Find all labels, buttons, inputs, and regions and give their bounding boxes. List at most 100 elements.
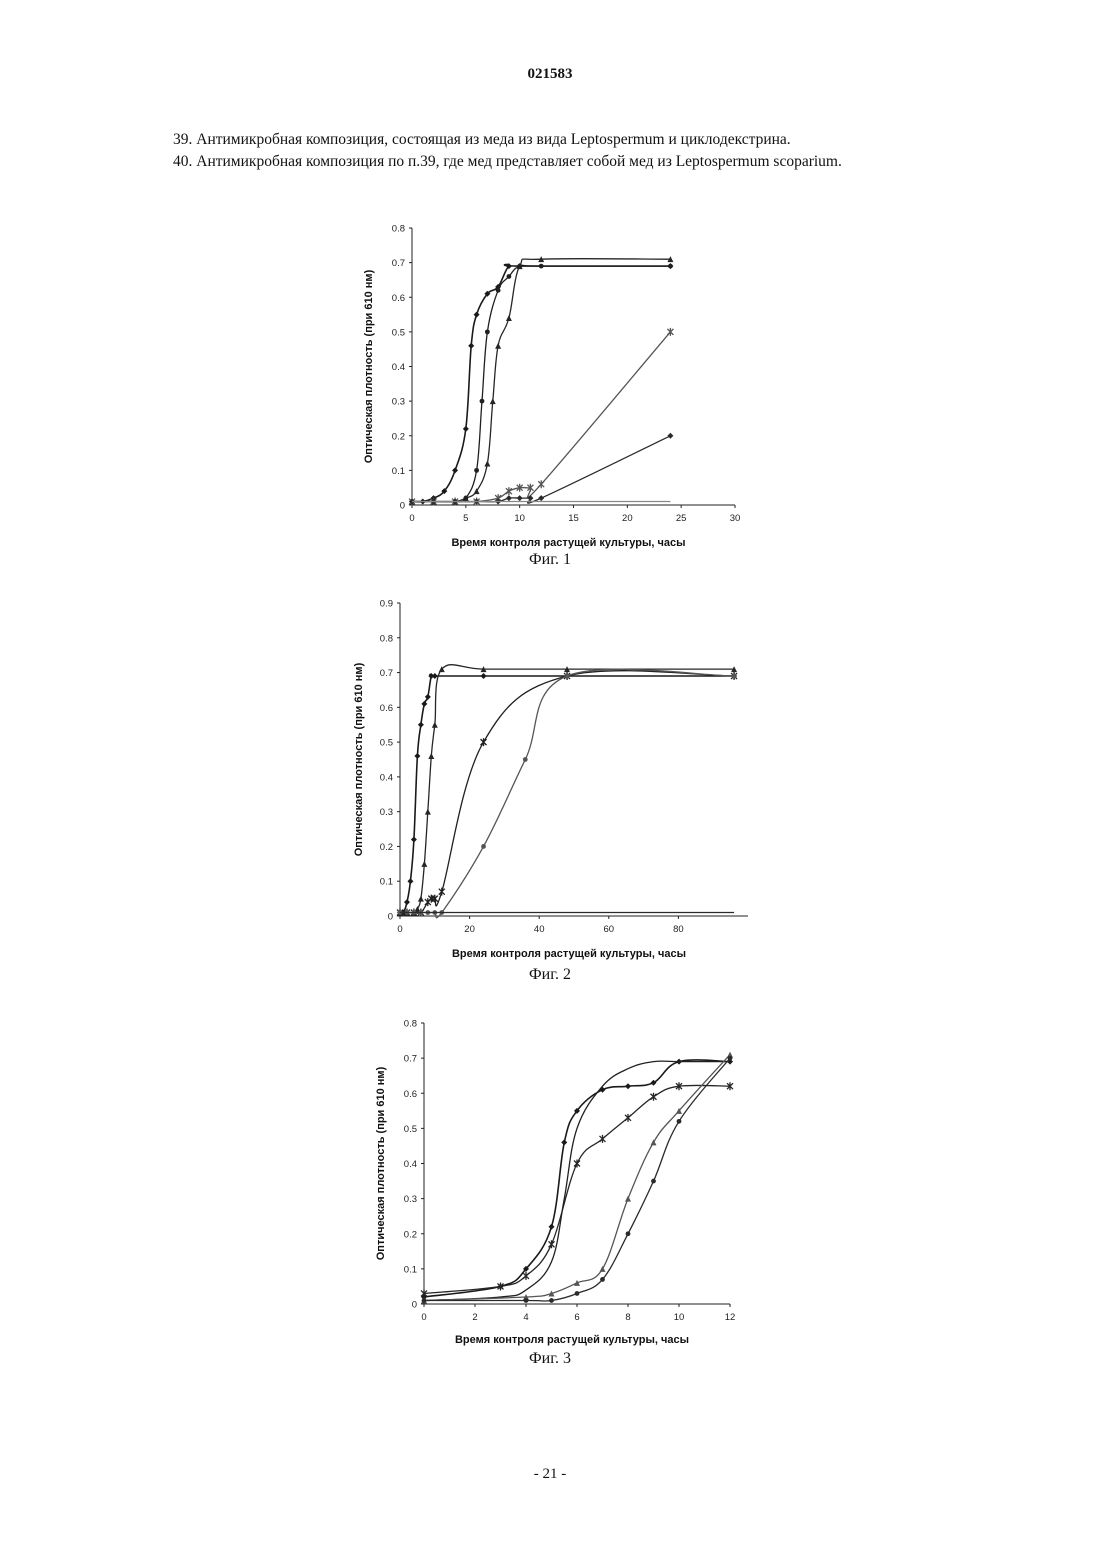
y-tick-label: 0.3 [392,397,405,408]
series-2 [421,1082,733,1297]
star-marker [523,1272,529,1280]
series-5 [409,433,673,505]
triangle-marker [418,896,424,902]
star-marker [411,909,417,917]
circle-marker [453,499,458,504]
diamond-marker [407,878,413,884]
star-marker [474,498,480,506]
triangle-marker [676,1108,682,1114]
circle-marker [549,1298,554,1303]
x-tick-label: 15 [568,513,579,524]
circle-marker [432,910,437,915]
series-line [424,1061,730,1300]
diamond-marker [452,467,458,473]
x-tick-label: 80 [673,924,684,935]
diamond-marker [432,673,438,679]
triangle-marker [432,722,438,728]
y-axis-title: Оптическая плотность (при 610 нм) [375,1066,387,1260]
circle-marker [565,674,570,679]
circle-marker [677,1119,682,1124]
series-3 [424,1061,730,1300]
diamond-marker [421,701,427,707]
diamond-marker [676,1059,682,1065]
diamond-marker [441,488,447,494]
series-line [424,1055,730,1301]
series-5 [422,1056,733,1303]
triangle-marker [600,1266,606,1272]
diamond-marker [452,499,458,505]
x-tick-label: 40 [534,924,545,935]
series-line [412,436,670,503]
figure-3-caption: Фиг. 3 [450,1350,650,1368]
triangle-marker [411,910,417,916]
circle-marker [405,910,410,915]
document-number: 021583 [0,66,1100,83]
star-marker [527,484,533,492]
diamond-marker [574,1108,580,1114]
star-marker [452,498,458,506]
circle-marker [425,910,430,915]
x-tick-label: 0 [421,1312,426,1323]
diamond-marker [600,1087,606,1093]
diamond-marker [414,753,420,759]
y-tick-label: 0.2 [404,1229,417,1240]
circle-marker [651,1179,656,1184]
circle-marker [481,844,486,849]
diamond-marker [420,499,426,505]
diamond-marker [667,263,673,269]
circle-marker [398,910,403,915]
diamond-marker [506,495,512,501]
y-axis-title: Оптическая плотность (при 610 нм) [353,662,365,856]
triangle-marker [506,315,512,321]
star-marker [498,1282,504,1290]
diamond-marker [506,263,512,269]
circle-marker [412,910,417,915]
x-tick-label: 0 [397,924,402,935]
circle-marker [626,1231,631,1236]
triangle-marker [484,460,490,466]
star-marker [404,909,410,917]
circle-marker [575,1291,580,1296]
triangle-marker [667,256,673,262]
diamond-marker [409,499,415,505]
triangle-marker [625,1196,631,1202]
page-number: - 21 - [0,1466,1100,1483]
triangle-marker [495,343,501,349]
y-tick-label: 0.3 [404,1194,417,1205]
y-tick-label: 0.9 [380,599,393,610]
figure-2-caption: Фиг. 2 [450,966,650,984]
triangle-marker [727,1052,733,1058]
series-line [412,259,670,502]
star-marker [418,909,424,917]
x-tick-label: 10 [674,1312,685,1323]
x-tick-label: 20 [464,924,475,935]
y-tick-label: 0.1 [404,1264,417,1275]
star-marker [517,484,523,492]
series-2 [397,665,737,916]
series-line [400,671,734,914]
figure-1-caption: Фиг. 1 [450,551,650,569]
series-line [412,332,670,502]
triangle-marker [523,1294,529,1300]
y-tick-label: 0 [388,912,393,923]
y-tick-label: 0.5 [404,1124,417,1135]
triangle-marker [490,398,496,404]
star-marker [549,1240,555,1248]
circle-marker [524,1298,529,1303]
claim-39-text: 39. Антимикробная композиция, состоящая … [131,130,970,150]
x-tick-label: 8 [625,1312,630,1323]
star-marker [564,672,570,680]
y-tick-label: 0.2 [380,842,393,853]
diamond-marker [498,1283,504,1289]
triangle-marker [574,1280,580,1286]
triangle-marker [564,666,570,672]
star-marker [538,480,544,488]
y-tick-label: 0.2 [392,431,405,442]
series-line [400,669,734,917]
triangle-marker [439,666,445,672]
y-axis-title: Оптическая плотность (при 610 нм) [363,269,375,463]
y-tick-label: 0.7 [404,1054,417,1065]
